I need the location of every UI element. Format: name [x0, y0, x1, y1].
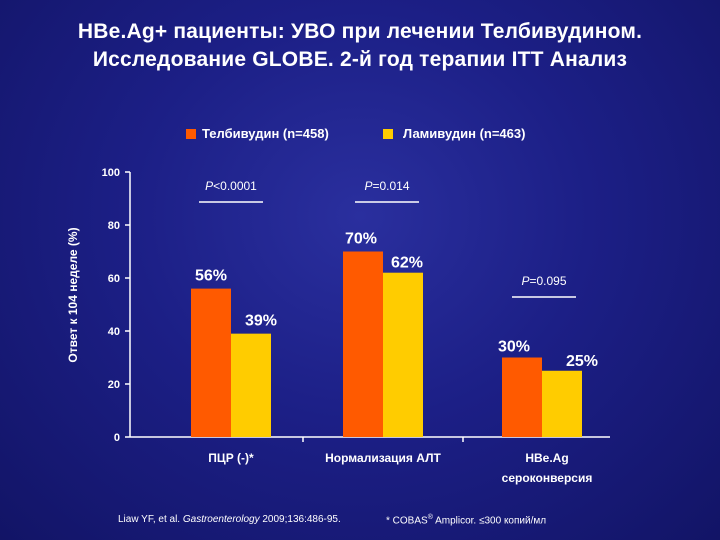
y-axis-label: Ответ к 104 неделе (%)	[66, 227, 80, 362]
y-tick-label: 40	[108, 326, 120, 338]
legend-item-telbivudine: Телбивудин (n=458)	[186, 126, 329, 141]
footnote: * COBAS® Amplicor. ≤300 копий/мл	[386, 514, 546, 526]
y-tick-label: 0	[114, 432, 120, 444]
data-label: 62%	[391, 255, 423, 272]
citation-journal: Gastroenterology	[182, 514, 260, 525]
data-label: 30%	[498, 339, 530, 356]
footnote-registered: ®	[427, 514, 433, 521]
y-tick-label: 20	[108, 379, 120, 391]
legend: Телбивудин (n=458) Ламивудин (n=463)	[0, 126, 720, 146]
data-label: 56%	[195, 268, 227, 285]
bar-lamivudine	[383, 272, 423, 437]
legend-swatch-lamivudine	[383, 128, 393, 139]
p-value-label: P=0.014	[364, 179, 409, 193]
category-label: Нормализация АЛТ	[325, 451, 441, 465]
category-label: ПЦР (-)*	[208, 451, 254, 465]
footnote-prefix: * COBAS	[386, 515, 428, 527]
citation-rest: 2009;136:486-95.	[259, 514, 341, 525]
bar-telbivudine	[502, 357, 542, 437]
p-value-label: P<0.0001	[205, 179, 257, 193]
data-label: 25%	[566, 353, 598, 370]
citation: Liaw YF, et al. Gastroenterology 2009;13…	[118, 514, 341, 525]
legend-swatch-telbivudine	[186, 128, 196, 139]
y-tick-label: 80	[108, 220, 120, 232]
p-value-label: P=0.095	[521, 274, 566, 288]
title-line-1: HBe.Ag+ пациенты: УВО при лечении Телбив…	[77, 20, 643, 43]
citation-authors: Liaw YF, et al.	[118, 514, 183, 525]
y-tick-label: 60	[108, 273, 120, 285]
data-label: 39%	[245, 313, 277, 330]
legend-label-telbivudine: Телбивудин (n=458)	[202, 126, 329, 141]
footnote-rest: Amplicor. ≤300 копий/мл	[432, 515, 547, 527]
category-label: HBe.Ag	[525, 451, 568, 465]
bar-lamivudine	[542, 370, 582, 437]
legend-item-lamivudine: Ламивудин (n=463)	[383, 126, 525, 141]
title-line-2: Исследование GLOBE. 2-й год терапии ITT …	[92, 48, 628, 71]
category-label: сероконверсия	[502, 471, 593, 485]
data-label: 70%	[345, 231, 377, 248]
legend-label-lamivudine: Ламивудин (n=463)	[403, 126, 526, 141]
bar-telbivudine	[191, 288, 231, 437]
page-title: HBe.Ag+ пациенты: УВО при лечении Телбив…	[0, 18, 720, 74]
bar-lamivudine	[231, 333, 271, 437]
y-tick-label: 100	[102, 167, 120, 179]
bar-telbivudine	[343, 251, 383, 437]
